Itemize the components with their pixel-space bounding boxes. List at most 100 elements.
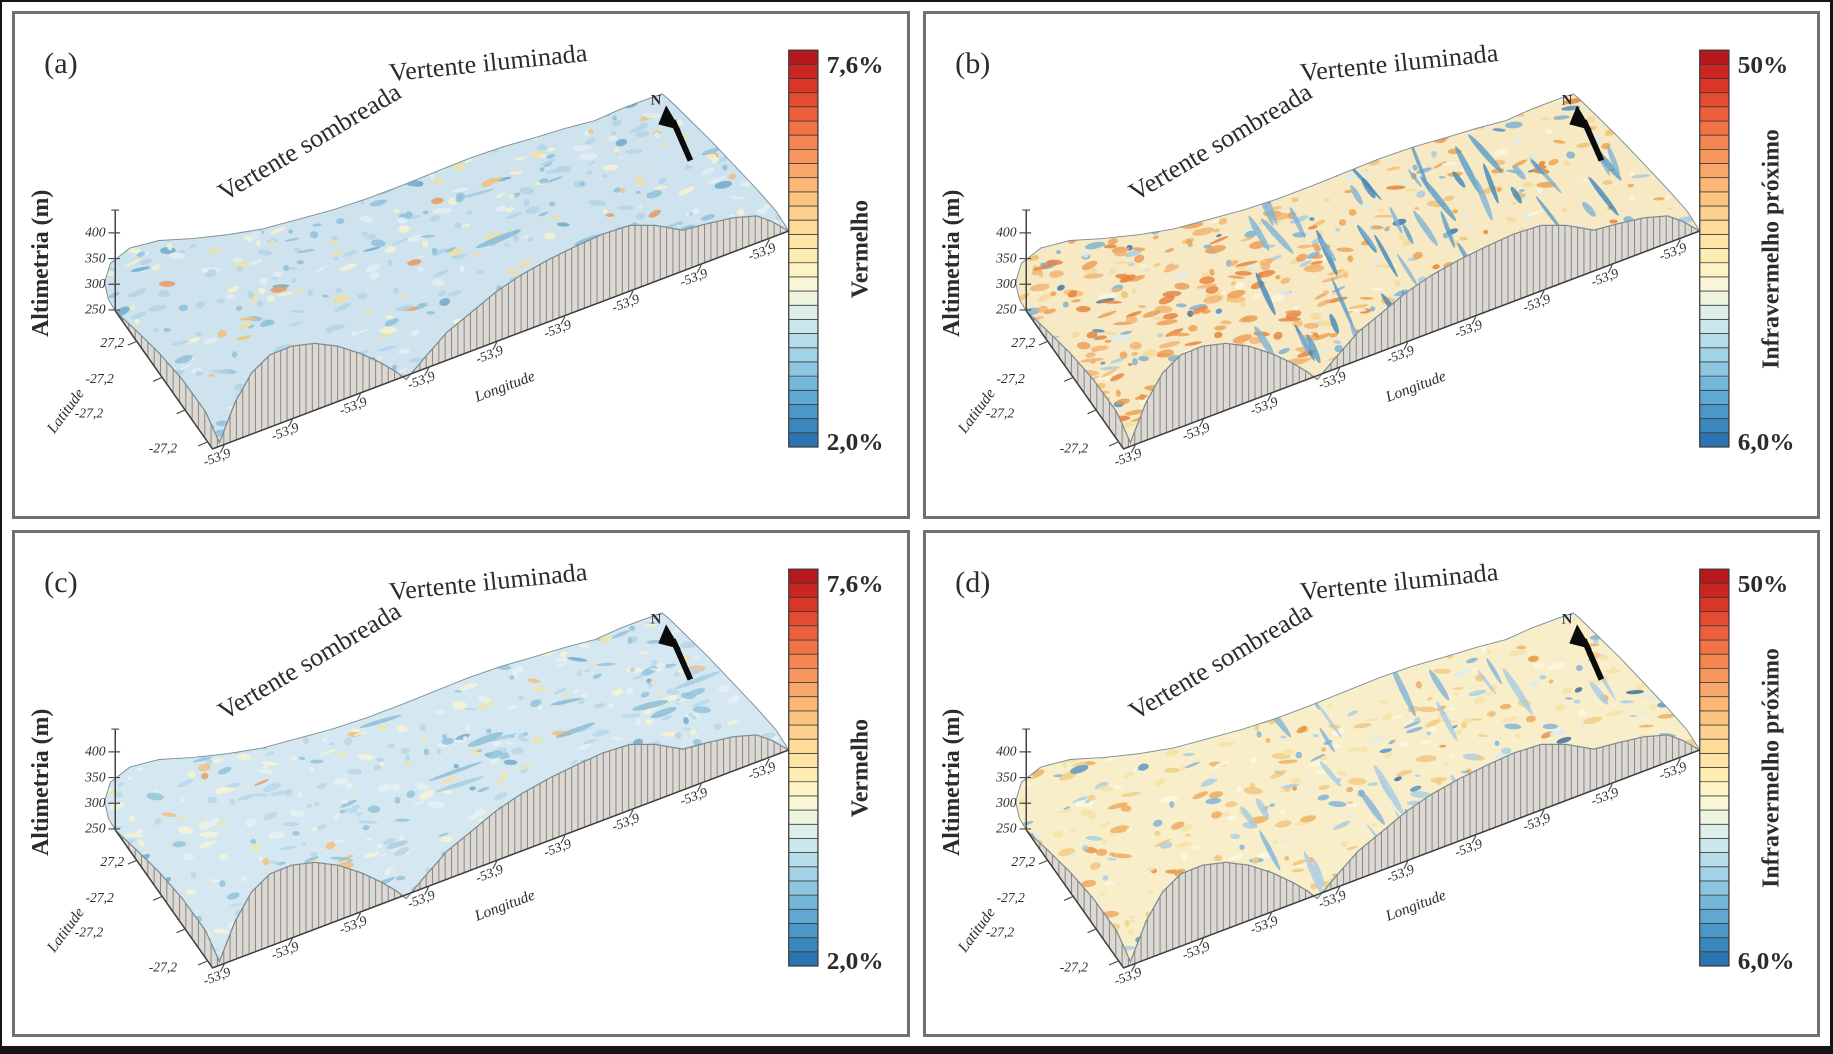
colorbar-frame: [788, 49, 819, 448]
z-ticks: [108, 727, 121, 830]
lon-tick: [1334, 367, 1340, 376]
lon-tick: [356, 393, 362, 402]
z-tick-label: 300: [995, 276, 1017, 291]
lat-tick-label: 27,2: [100, 335, 124, 350]
z-tick-label: 350: [995, 769, 1017, 784]
lon-tick: [560, 316, 566, 325]
lon-tick: [1539, 290, 1545, 299]
shaded-slope-annotation: Vertente sombreada: [1123, 77, 1317, 206]
panel-label: (b): [955, 47, 990, 80]
illuminated-slope-annotation: Vertente iluminada: [1298, 38, 1500, 87]
z-tick-label: 300: [84, 276, 106, 291]
lon-tick: [1607, 783, 1613, 792]
lat-tick-label: -27,2: [1059, 441, 1088, 456]
shaded-slope-annotation: Vertente sombreada: [213, 596, 407, 725]
terrain-surface-outline: [104, 93, 790, 444]
lon-tick: [696, 783, 702, 792]
z-tick-label: 350: [84, 769, 106, 784]
colorbar-max-label: 50%: [1737, 52, 1788, 79]
colorbar-min-label: 2,0%: [827, 429, 884, 456]
lon-axis-label: Longitude: [1382, 886, 1448, 924]
lon-tick: [1334, 886, 1340, 895]
lat-ticks: [127, 340, 207, 447]
panel-c: 400 350 300 250 27,2 -27,2 -27,2 -27,2 -53,9 -53,…: [12, 529, 910, 1037]
lat-tick-label: -27,2: [985, 924, 1014, 939]
lat-tick-label: -27,2: [149, 959, 178, 974]
lon-tick-label: -53,9: [1111, 964, 1143, 988]
colorbar: [788, 568, 818, 966]
terrain-surface-outline: [104, 611, 790, 962]
colorbar-title: Infravermelho próximo: [1758, 129, 1784, 369]
lat-tick-label: -27,2: [1059, 959, 1088, 974]
z-axis-label: Altimetria (m): [28, 708, 54, 855]
z-tick-label: 400: [996, 743, 1017, 758]
illuminated-slope-annotation: Vertente iluminada: [388, 557, 590, 606]
axis-lines: [114, 210, 789, 450]
z-ticks: [1018, 209, 1031, 311]
lat-ticks: [1038, 340, 1118, 447]
colorbar-frame: [1698, 568, 1730, 967]
colorbar-min-label: 2,0%: [827, 948, 884, 975]
terrain-surface: [104, 93, 789, 443]
z-tick-label: 300: [995, 795, 1017, 810]
lon-axis-label: Longitude: [471, 368, 537, 406]
lon-tick: [1198, 937, 1204, 946]
lat-tick-label: -27,2: [75, 406, 104, 421]
shaded-slope-annotation: Vertente sombreada: [1123, 596, 1317, 725]
terrain-surface: [1015, 93, 1700, 443]
lon-tick: [356, 911, 362, 921]
lon-tick: [492, 860, 498, 869]
z-tick-label: 250: [85, 302, 106, 317]
north-arrow-icon: N: [651, 93, 694, 162]
lon-tick: [1470, 834, 1476, 843]
lon-tick: [1402, 342, 1408, 351]
terrain-surface-outline: [1014, 611, 1700, 962]
z-tick-label: 250: [996, 820, 1017, 835]
lon-tick: [560, 834, 566, 843]
lat-tick-label: -27,2: [85, 371, 114, 386]
lon-tick: [696, 264, 702, 274]
lon-tick: [1539, 809, 1545, 818]
north-label: N: [1561, 93, 1572, 109]
colorbar-frame: [1698, 49, 1730, 448]
axis-lines: [1025, 728, 1700, 969]
terrain-surface-outline: [1014, 93, 1700, 444]
terrain-surface: [1015, 612, 1700, 961]
lon-tick: [1402, 860, 1408, 869]
lon-tick-label: -53,9: [1111, 445, 1143, 469]
z-axis-label: Altimetria (m): [938, 190, 964, 337]
colorbar-title: Infravermelho próximo: [1758, 648, 1784, 888]
z-tick-label: 350: [995, 251, 1017, 266]
colorbar-max-label: 50%: [1737, 571, 1788, 598]
lat-tick-label: -27,2: [996, 890, 1025, 905]
z-tick-label: 300: [84, 795, 106, 810]
axis-lines: [1025, 210, 1700, 450]
lon-tick-label: -53,9: [201, 445, 233, 469]
lon-axis-label: Longitude: [1382, 368, 1448, 406]
north-label: N: [651, 611, 662, 627]
colorbar: [788, 50, 818, 448]
north-arrow-icon: N: [651, 611, 694, 681]
lat-tick-label: -27,2: [985, 406, 1014, 421]
lat-tick-label: -27,2: [75, 924, 104, 939]
lon-tick: [764, 239, 770, 248]
lon-tick: [492, 342, 498, 351]
panel-b: 400 350 300 250 27,2 -27,2 -27,2 -27,2 -53,9 -53,…: [922, 11, 1820, 519]
lat-ticks: [1038, 859, 1118, 966]
lon-tick: [1266, 911, 1272, 921]
lon-tick: [219, 963, 225, 972]
lon-tick: [1130, 963, 1136, 972]
z-tick-label: 400: [996, 225, 1017, 240]
panel-label: (d): [955, 566, 990, 599]
z-ticks: [108, 209, 121, 311]
lon-tick: [424, 367, 430, 376]
lon-tick: [424, 886, 430, 895]
lon-tick: [219, 444, 225, 453]
lat-ticks: [127, 859, 207, 966]
z-tick-label: 400: [85, 225, 106, 240]
